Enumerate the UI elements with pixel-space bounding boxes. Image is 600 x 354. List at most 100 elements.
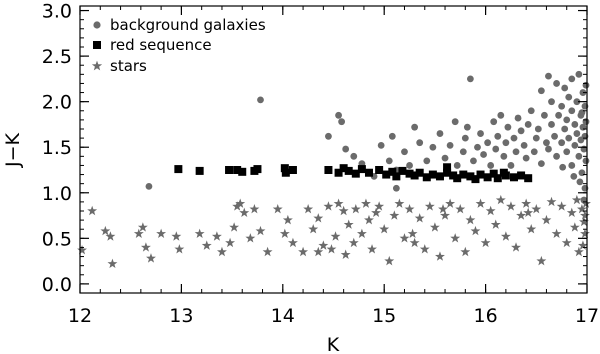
star-point-20 (239, 207, 250, 218)
galaxy-point-42 (507, 162, 515, 169)
y-tick-label-2: 1.0 (42, 183, 72, 205)
red-sequence-point-24 (415, 168, 424, 177)
star-point-78 (536, 255, 547, 266)
y-tick-label-6: 3.0 (42, 1, 72, 23)
y-tick-label-5: 2.5 (42, 46, 72, 68)
y-axis-label: J−K (2, 132, 24, 168)
red-sequence-point-34 (476, 170, 485, 179)
galaxy-point-46 (517, 127, 525, 135)
galaxy-point-2 (325, 132, 332, 140)
star-point-77 (531, 203, 542, 214)
star-point-41 (350, 203, 361, 214)
red-sequence-point-13 (344, 166, 353, 175)
galaxy-point-98 (570, 172, 578, 180)
galaxy-point-47 (520, 142, 528, 149)
red-sequence-point-43 (499, 168, 508, 177)
star-point-33 (318, 240, 329, 250)
x-axis: 12 13 14 15 16 17 (68, 6, 599, 327)
red-sequence-point-30 (453, 174, 462, 183)
galaxy-point-54 (537, 87, 545, 95)
star-point-93 (580, 210, 590, 220)
red-sequence-point-21 (398, 166, 407, 175)
red-sequence-point-1 (195, 166, 204, 175)
red-sequence-point-0 (174, 165, 183, 174)
star-point-69 (490, 219, 501, 229)
red-sequence-point-15 (357, 165, 366, 174)
red-sequence-point-27 (435, 172, 444, 181)
star-point-90 (580, 228, 590, 238)
galaxy-point-48 (522, 154, 530, 162)
star-point-89 (579, 216, 589, 227)
star-point-65 (470, 225, 481, 236)
galaxy-point-21 (441, 154, 449, 162)
star-point-55 (419, 244, 430, 254)
star-point-6 (137, 222, 148, 232)
red-sequence-point-3 (233, 166, 242, 174)
galaxy-point-85 (578, 169, 586, 177)
red-sequence-point-20 (392, 172, 401, 181)
galaxy-point-39 (500, 152, 508, 160)
star-point-94 (371, 207, 382, 218)
galaxy-point-65 (555, 111, 563, 119)
galaxy-point-96 (578, 109, 586, 116)
star-point-82 (556, 201, 567, 211)
star-point-1 (87, 205, 98, 216)
galaxy-point-34 (487, 162, 495, 169)
red-sequence-point-33 (471, 175, 480, 184)
galaxy-point-69 (561, 84, 569, 92)
star-point-95 (438, 203, 448, 214)
galaxy-point-29 (470, 157, 477, 165)
red-sequence-point-8 (281, 168, 290, 177)
star-point-83 (561, 237, 572, 248)
galaxy-point-5 (342, 145, 350, 153)
galaxy-point-57 (543, 139, 550, 147)
galaxy-point-44 (512, 148, 520, 156)
galaxy-point-81 (575, 152, 583, 160)
galaxy-point-56 (541, 111, 548, 119)
star-point-91 (581, 198, 591, 208)
red-sequence-point-37 (493, 174, 502, 183)
star-point-5 (133, 228, 144, 238)
galaxy-point-37 (494, 132, 502, 140)
galaxy-point-92 (582, 157, 590, 165)
galaxy-point-28 (466, 75, 474, 83)
galaxy-point-23 (451, 118, 459, 126)
galaxy-point-50 (527, 107, 535, 115)
star-point-26 (279, 228, 290, 238)
red-sequence-point-17 (375, 166, 384, 174)
galaxy-point-52 (532, 134, 540, 142)
star-point-4 (107, 258, 118, 269)
red-sequence-point-7 (280, 164, 289, 173)
star-point-8 (146, 253, 156, 263)
galaxy-point-0 (145, 183, 153, 190)
star-point-59 (440, 210, 450, 220)
star-point-71 (500, 231, 511, 241)
galaxy-point-9 (377, 142, 385, 149)
star-point-2 (100, 225, 111, 236)
galaxy-point-73 (565, 134, 573, 142)
red-sequence-point-9 (288, 166, 297, 174)
star-point-9 (156, 228, 167, 238)
galaxy-point-94 (580, 196, 588, 204)
star-point-60 (445, 198, 456, 208)
galaxy-point-53 (534, 125, 542, 133)
red-sequence-point-31 (459, 170, 468, 179)
galaxy-point-59 (545, 145, 552, 153)
red-sequence-point-16 (364, 168, 373, 177)
galaxy-point-40 (502, 139, 510, 147)
galaxy-point-97 (576, 178, 584, 186)
legend-label-stars: stars (110, 57, 147, 75)
star-point-34 (323, 201, 334, 211)
red-sequence-point-19 (388, 167, 397, 176)
galaxy-point-72 (565, 93, 573, 101)
galaxy-point-32 (480, 151, 487, 158)
galaxy-point-27 (463, 123, 471, 131)
galaxy-point-99 (559, 163, 567, 171)
red-sequence-point-18 (382, 170, 391, 179)
galaxy-point-25 (459, 148, 467, 156)
legend-marker-stars (91, 60, 103, 71)
red-sequence-point-11 (334, 168, 343, 177)
star-point-19 (235, 198, 246, 208)
galaxy-point-75 (568, 107, 576, 115)
galaxy-point-78 (571, 142, 579, 149)
